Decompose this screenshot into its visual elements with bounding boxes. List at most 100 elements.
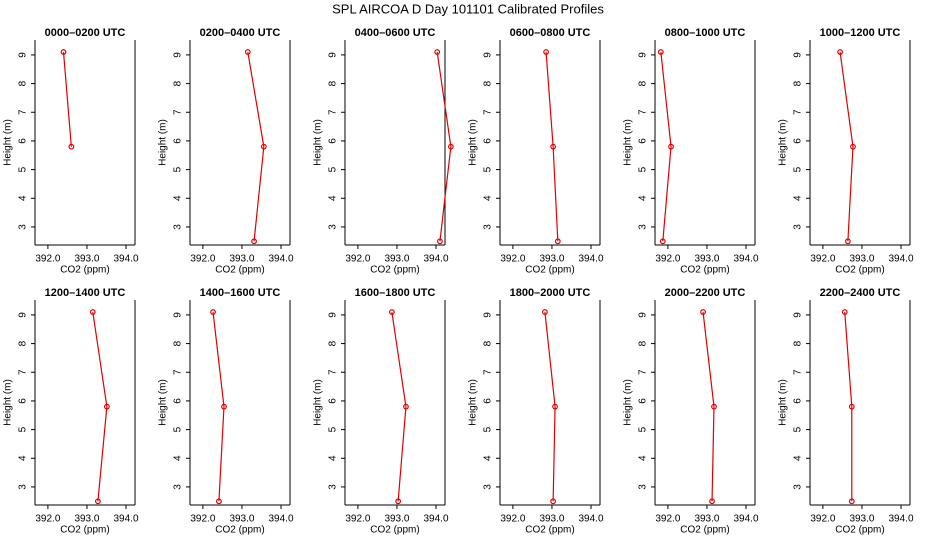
x-tick-label: 393.0 — [384, 254, 409, 265]
panel: 0600–0800 UTC 392.0 393.0 394.0 3 4 5 6 7 8 9 CO2 (… — [468, 27, 604, 276]
profile-line — [212, 311, 225, 502]
panel-title: 1600–1800 UTC — [355, 287, 436, 299]
y-tick-label: 8 — [173, 80, 184, 86]
profile-line — [839, 51, 854, 242]
x-axis-label: CO2 (ppm) — [835, 265, 884, 276]
x-tick-label: 394.0 — [579, 254, 604, 265]
x-tick-label: 394.0 — [269, 514, 294, 525]
y-tick-label: 9 — [173, 52, 184, 58]
y-axis-label: Height (m) — [313, 379, 324, 426]
profile-line — [545, 51, 559, 242]
panel-title: 1800–2000 UTC — [510, 287, 591, 299]
profile-point — [216, 498, 222, 505]
y-tick-label: 4 — [173, 455, 184, 461]
profile-point — [850, 143, 856, 150]
y-axis-label: Height (m) — [778, 119, 789, 166]
panel-title: 0000–0200 UTC — [45, 27, 126, 39]
profile-line — [62, 51, 72, 147]
y-axis-label: Height (m) — [3, 379, 14, 426]
x-axis-label: CO2 (ppm) — [215, 525, 264, 536]
x-tick-label: 394.0 — [579, 514, 604, 525]
x-tick-label: 394.0 — [424, 254, 449, 265]
x-tick-label: 394.0 — [734, 514, 759, 525]
profile-point — [550, 498, 557, 505]
profile-point — [552, 403, 558, 410]
y-tick-label: 3 — [173, 484, 184, 490]
x-axis-label: CO2 (ppm) — [60, 525, 109, 536]
y-axis-label: Height (m) — [623, 379, 634, 426]
profile-line — [92, 311, 108, 502]
x-tick-label: 392.0 — [35, 514, 60, 525]
figure-title: SPL AIRCOA D Day 101101 Calibrated Profi… — [332, 1, 604, 16]
profile-point — [700, 309, 706, 315]
profile-line — [247, 51, 265, 242]
y-tick-label: 3 — [638, 484, 649, 490]
panel: 0200–0400 UTC 392.0 393.0 394.0 3 4 5 6 7 8 9 CO2 (… — [158, 27, 294, 276]
panel: 1800–2000 UTC 392.0 393.0 394.0 3 4 5 6 7 8 9 CO2 (… — [468, 287, 604, 536]
x-tick-label: 392.0 — [345, 254, 370, 265]
y-tick-label: 4 — [18, 455, 29, 461]
profile-line — [436, 51, 452, 242]
profile-point — [60, 49, 67, 55]
y-tick-label: 5 — [328, 426, 339, 432]
y-tick-label: 5 — [483, 426, 494, 432]
x-tick-label: 392.0 — [810, 514, 835, 525]
y-tick-label: 4 — [483, 195, 494, 201]
y-tick-label: 6 — [18, 138, 29, 144]
x-axis-label: CO2 (ppm) — [680, 525, 729, 536]
y-tick-label: 6 — [638, 138, 649, 144]
profile-point — [848, 498, 855, 505]
y-tick-label: 5 — [793, 166, 804, 172]
y-tick-label: 5 — [173, 426, 184, 432]
profile-point — [447, 143, 454, 150]
profile-point — [94, 498, 101, 505]
y-tick-label: 8 — [18, 340, 29, 346]
y-tick-label: 3 — [793, 484, 804, 490]
x-tick-label: 392.0 — [810, 254, 835, 265]
profile-point — [659, 238, 666, 245]
panel: 2000–2200 UTC 392.0 393.0 394.0 3 4 5 6 7 8 9 CO2 (… — [623, 287, 759, 536]
y-tick-label: 6 — [483, 138, 494, 144]
x-tick-label: 394.0 — [424, 514, 449, 525]
profile-point — [542, 309, 548, 315]
y-tick-label: 7 — [328, 369, 339, 375]
x-tick-label: 393.0 — [229, 514, 254, 525]
profile-point — [251, 238, 257, 245]
profile-point — [543, 49, 549, 55]
panel: 1200–1400 UTC 392.0 393.0 394.0 3 4 5 6 7 8 9 CO2 (… — [3, 287, 139, 536]
panel: 0800–1000 UTC 392.0 393.0 394.0 3 4 5 6 7 8 9 CO2 (… — [623, 27, 759, 276]
y-tick-label: 8 — [638, 340, 649, 346]
panel-title: 0200–0400 UTC — [200, 27, 281, 39]
profile-point — [841, 309, 848, 315]
profile-point — [657, 49, 664, 55]
x-tick-label: 394.0 — [114, 514, 139, 525]
y-tick-label: 8 — [638, 80, 649, 86]
y-tick-label: 9 — [18, 312, 29, 318]
y-tick-label: 4 — [638, 195, 649, 201]
profile-point — [244, 49, 251, 55]
x-tick-label: 394.0 — [734, 254, 759, 265]
y-tick-label: 7 — [638, 369, 649, 375]
profile-point — [210, 309, 216, 315]
panel-title: 0400–0600 UTC — [355, 27, 436, 39]
y-tick-label: 8 — [793, 340, 804, 346]
profile-point — [668, 143, 674, 150]
y-tick-label: 5 — [483, 166, 494, 172]
profile-line — [391, 311, 407, 502]
profile-line — [844, 311, 853, 502]
y-tick-label: 4 — [793, 455, 804, 461]
y-axis-label: Height (m) — [468, 379, 479, 426]
y-tick-label: 7 — [793, 109, 804, 115]
profile-point — [550, 143, 557, 150]
x-tick-label: 393.0 — [74, 514, 99, 525]
y-tick-label: 9 — [328, 312, 339, 318]
x-tick-label: 393.0 — [229, 254, 254, 265]
y-tick-label: 4 — [18, 195, 29, 201]
x-tick-label: 393.0 — [384, 514, 409, 525]
y-tick-label: 9 — [173, 312, 184, 318]
x-tick-label: 393.0 — [849, 254, 874, 265]
y-tick-label: 6 — [173, 398, 184, 404]
y-axis-label: Height (m) — [468, 119, 479, 166]
y-tick-label: 4 — [173, 195, 184, 201]
